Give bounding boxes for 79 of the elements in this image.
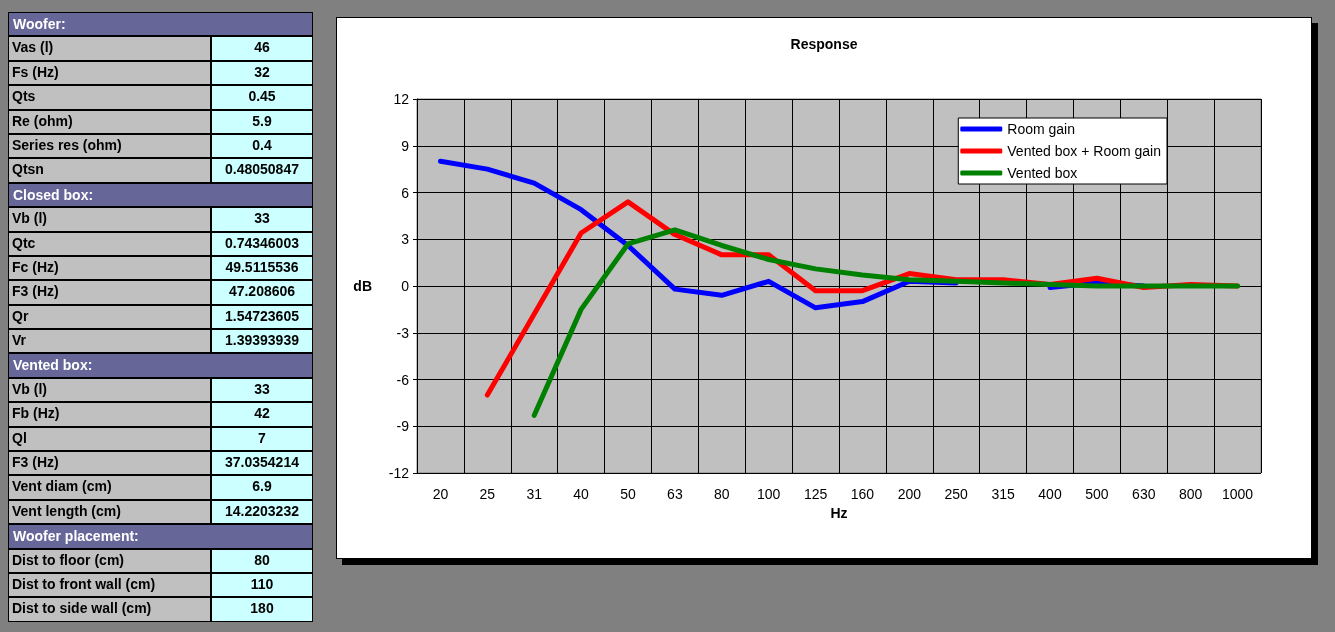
- y-tick-label: -6: [396, 371, 410, 388]
- category-label: Vent length (cm): [8, 499, 211, 525]
- y-tick-label: 3: [401, 231, 410, 248]
- data-label: 6.9: [211, 475, 313, 500]
- data-label: 1.39393939: [211, 329, 313, 354]
- data-label: 1.54723605: [211, 304, 313, 330]
- category-label: Ql: [8, 426, 211, 452]
- category-label: Dist to side wall (cm): [8, 597, 211, 622]
- category-label: Dist to front wall (cm): [8, 572, 211, 598]
- x-tick-label: 250: [944, 486, 969, 502]
- data-label: 0.74346003: [211, 231, 313, 256]
- legend-label: Room gain: [1007, 121, 1075, 137]
- legend-label: Vented box + Room gain: [1007, 143, 1162, 159]
- data-label: 14.2203232: [211, 499, 313, 525]
- data-label: 47.208606: [211, 280, 313, 305]
- x-tick-label: 200: [897, 486, 922, 502]
- x-tick-label: 630: [1132, 486, 1156, 502]
- x-tick-label: 63: [667, 486, 683, 502]
- x-tick-label: 315: [991, 486, 1015, 502]
- x-tick-label: 160: [850, 486, 875, 502]
- category-label: Qr: [8, 304, 211, 330]
- y-tick-label: -12: [388, 465, 410, 481]
- category-label: Fc (Hz): [8, 255, 211, 281]
- category-label: Vb (l): [8, 377, 211, 403]
- data-label: 5.9: [211, 109, 313, 134]
- category-label: Fb (Hz): [8, 402, 211, 427]
- category-label: Vb (l): [8, 207, 211, 232]
- category-label: Fs (Hz): [8, 60, 211, 86]
- data-label: 0.4: [211, 133, 313, 159]
- data-label: 37.0354214: [211, 451, 313, 476]
- x-tick-label: 80: [713, 486, 730, 502]
- data-label: 80: [211, 548, 313, 573]
- x-tick-label: 40: [573, 486, 590, 502]
- data-label: 42: [211, 402, 313, 427]
- y-tick-label: 12: [393, 91, 410, 107]
- x-tick-label: 1000: [1221, 486, 1254, 502]
- text: Woofer placement:: [8, 524, 313, 549]
- legend-label: Vented box: [1007, 165, 1078, 181]
- category-label: Vent diam (cm): [8, 475, 211, 500]
- y-tick-label: 0: [401, 278, 410, 294]
- data-label: 46: [211, 36, 313, 61]
- x-tick-label: 20: [432, 486, 449, 502]
- category-label: F3 (Hz): [8, 280, 211, 305]
- category-label: Qtsn: [8, 158, 211, 183]
- y-tick-label: -3: [396, 324, 410, 341]
- x-tick-label: 125: [803, 486, 828, 502]
- category-label: Dist to floor (cm): [8, 548, 211, 573]
- x-tick-label: 50: [620, 486, 636, 502]
- x-tick-label: 100: [756, 486, 781, 502]
- category-label: F3 (Hz): [8, 451, 211, 476]
- data-label: 7: [211, 426, 313, 452]
- category-label: Re (ohm): [8, 109, 211, 134]
- category-label: Vr: [8, 329, 211, 354]
- x-tick-label: 400: [1038, 486, 1062, 502]
- category-label: Vas (l): [8, 36, 211, 61]
- data-label: 110: [211, 572, 313, 598]
- x-tick-label: 500: [1085, 486, 1109, 502]
- text: Woofer:: [8, 12, 313, 37]
- data-label: 33: [211, 207, 313, 232]
- data-label: 180: [211, 597, 313, 622]
- y-tick-label: 6: [401, 184, 410, 201]
- x-tick-label: 25: [479, 486, 496, 502]
- category-label: Series res (ohm): [8, 133, 211, 159]
- data-label: 49.5115536: [211, 255, 313, 281]
- text: Closed box:: [8, 182, 313, 208]
- category-label: Qts: [8, 85, 211, 110]
- y-tick-label: -9: [396, 418, 410, 435]
- data-label: 0.45: [211, 85, 313, 110]
- chart-title: Response: [790, 36, 858, 52]
- category-label: Qtc: [8, 231, 211, 256]
- y-tick-label: 9: [401, 137, 410, 154]
- x-axis-title: Hz: [830, 504, 848, 521]
- y-axis-title: dB: [353, 278, 372, 294]
- data-label: 32: [211, 60, 313, 86]
- data-label: 33: [211, 377, 313, 403]
- x-tick-label: 800: [1178, 486, 1203, 502]
- x-tick-label: 31: [526, 486, 543, 502]
- data-label: 0.48050847: [211, 158, 313, 183]
- text: Vented box:: [8, 353, 313, 378]
